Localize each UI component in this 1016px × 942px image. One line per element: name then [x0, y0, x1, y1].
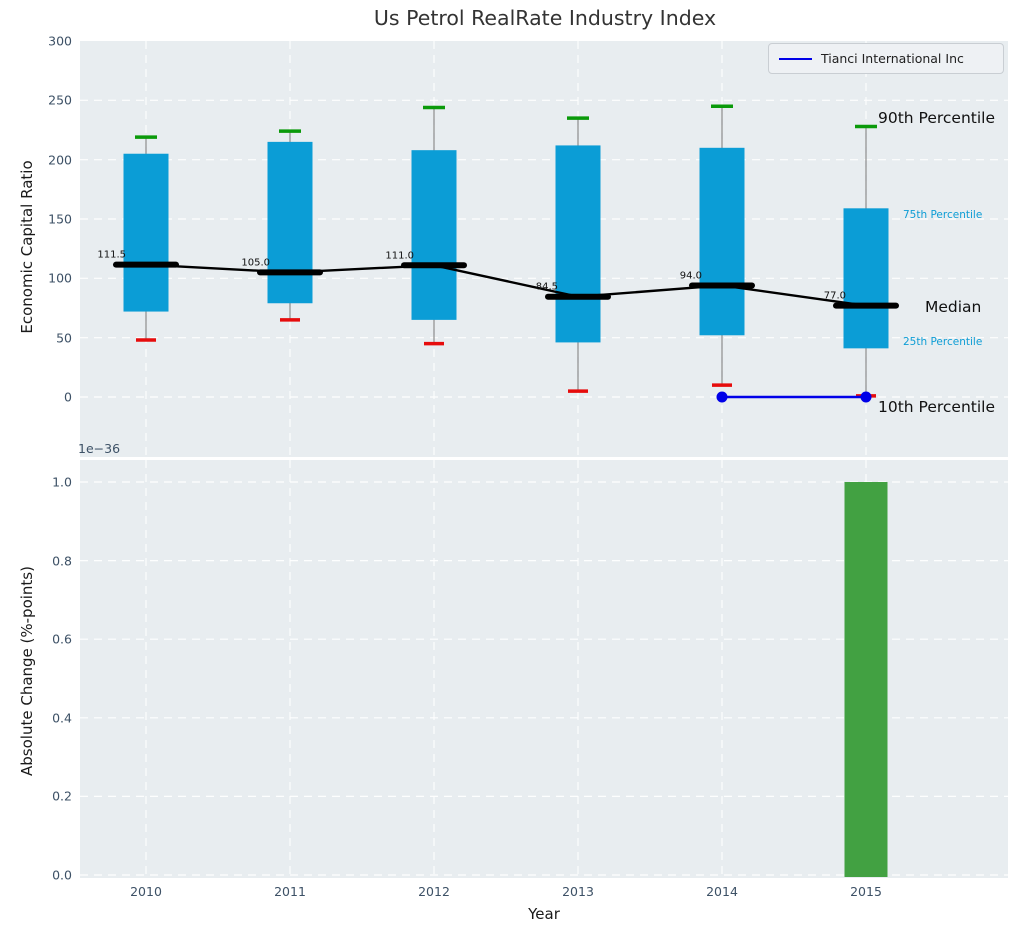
top-y-tick-label: 200 — [48, 152, 72, 168]
bottom-y-tick-label: 1.0 — [52, 474, 72, 490]
x-tick-label: 2014 — [706, 884, 738, 899]
iqr-box — [843, 208, 889, 349]
chart-title: Us Petrol RealRate Industry Index — [373, 6, 717, 30]
top-y-tick-label: 300 — [48, 33, 72, 49]
annotation-25th-percentile: 25th Percentile — [903, 336, 983, 348]
top-y-tick-label: 0 — [64, 389, 72, 405]
bottom-y-tick-label: 0.2 — [52, 788, 72, 804]
bottom-y-tick-label: 0.0 — [52, 867, 72, 883]
x-tick-label: 2012 — [418, 884, 450, 899]
legend: Tianci International Inc — [768, 43, 1004, 74]
iqr-box — [267, 141, 313, 304]
company-point — [860, 391, 872, 403]
median-trend-line — [145, 263, 867, 307]
change-bar — [844, 482, 888, 877]
median-value-label: 94.0 — [680, 270, 702, 281]
bottom-y-tick-label: 0.8 — [52, 553, 72, 569]
top-y-tick-label: 100 — [48, 270, 72, 286]
top-y-tick-label: 50 — [56, 330, 72, 346]
bottom-y-tick-label: 0.4 — [52, 710, 72, 726]
bottom-y-axis-label: Absolute Change (%-points) — [18, 566, 36, 776]
iqr-box — [123, 153, 169, 312]
x-axis-label: Year — [528, 905, 560, 923]
bottom-y-tick-label: 0.6 — [52, 631, 72, 647]
annotation-90th-percentile: 90th Percentile — [878, 109, 996, 127]
median-value-label: 111.5 — [97, 250, 126, 261]
top-y-tick-label: 250 — [48, 92, 72, 108]
iqr-box — [699, 147, 745, 336]
iqr-box — [411, 150, 457, 320]
annotation-75th-percentile: 75th Percentile — [903, 209, 983, 221]
median-value-label: 105.0 — [241, 257, 270, 268]
median-value-label: 84.5 — [536, 282, 558, 293]
median-value-label: 77.0 — [824, 291, 846, 302]
annotation-median: Median — [925, 298, 982, 316]
x-tick-label: 2015 — [850, 884, 882, 899]
x-tick-label: 2011 — [274, 884, 306, 899]
legend-line-sample — [779, 57, 812, 60]
y-axis-offset-text: 1e−36 — [78, 441, 121, 456]
iqr-box — [555, 145, 601, 343]
x-tick-label: 2010 — [130, 884, 162, 899]
annotation-10th-percentile: 10th Percentile — [878, 398, 996, 416]
top-y-tick-label: 150 — [48, 211, 72, 227]
company-point — [716, 391, 728, 403]
median-value-label: 111.0 — [385, 250, 414, 261]
legend-label: Tianci International Inc — [821, 51, 964, 66]
x-tick-label: 2013 — [562, 884, 594, 899]
top-y-axis-label: Economic Capital Ratio — [18, 160, 36, 334]
